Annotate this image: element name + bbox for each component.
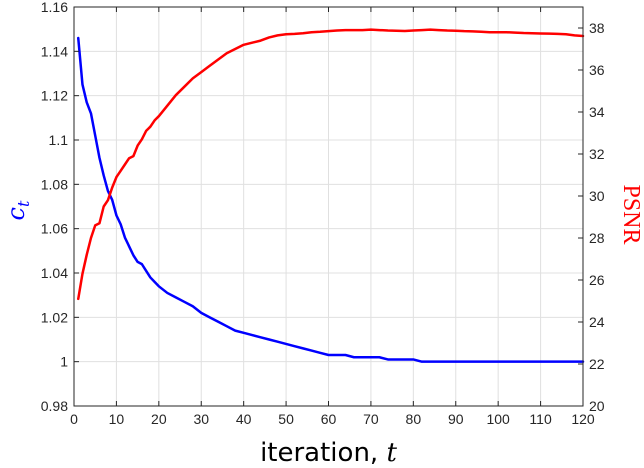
y-left-tick-label: 1 (60, 354, 68, 370)
y-right-tick-label: 20 (589, 398, 605, 414)
x-tick-label: 100 (486, 411, 510, 427)
y-right-tick-label: 30 (589, 188, 605, 204)
y-right-tick-label: 36 (589, 62, 605, 78)
y-left-tick-label: 1.16 (41, 0, 68, 15)
y-left-tick-label: 1.02 (41, 309, 68, 325)
x-tick-label: 60 (321, 411, 337, 427)
x-tick-label: 20 (151, 411, 167, 427)
x-axis-title-variable: t (386, 438, 397, 468)
tick-marks (73, 6, 584, 407)
x-tick-labels: 0 10 20 30 40 50 60 70 80 90 100 110 120 (70, 411, 595, 427)
x-tick-label: 10 (109, 411, 125, 427)
x-tick-label: 90 (448, 411, 464, 427)
y-right-axis-title: PSNR (618, 184, 644, 244)
y-left-tick-label: 1.1 (49, 132, 69, 148)
y-left-tick-label: 1.04 (41, 265, 68, 281)
x-tick-label: 110 (529, 411, 552, 427)
y-right-tick-label: 28 (589, 230, 605, 246)
x-axis-title: iteration, t (260, 438, 397, 468)
y-right-tick-label: 34 (589, 104, 605, 120)
x-tick-label: 40 (236, 411, 252, 427)
x-tick-label: 0 (70, 411, 78, 427)
x-tick-label: 120 (571, 411, 595, 427)
y-left-tick-label: 0.98 (41, 398, 68, 414)
x-tick-label: 50 (278, 411, 294, 427)
ct-series-line (76, 36, 585, 363)
grid-lines (73, 6, 584, 407)
x-axis-title-text: iteration, (260, 438, 386, 468)
psnr-series-line (76, 28, 585, 301)
x-tick-label: 70 (363, 411, 379, 427)
y-left-axis-title-base: c (2, 207, 30, 220)
y-left-tick-label: 1.06 (41, 221, 68, 237)
y-right-tick-label: 38 (589, 20, 605, 36)
y-left-axis-title: ct (2, 200, 33, 220)
x-tick-label: 30 (193, 411, 209, 427)
y-left-tick-label: 1.14 (41, 43, 68, 59)
x-tick-label: 80 (406, 411, 422, 427)
y-left-tick-labels: 0.98 1 1.02 1.04 1.06 1.08 1.1 1.12 1.14 1.16 (41, 0, 68, 414)
y-right-tick-label: 32 (589, 146, 605, 162)
y-right-tick-label: 24 (589, 314, 605, 330)
y-left-axis-title-subscript: t (14, 200, 33, 207)
series-lines (76, 28, 585, 363)
y-right-tick-labels: 20 22 24 26 28 30 32 34 36 38 (589, 20, 605, 414)
y-left-tick-label: 1.12 (41, 88, 68, 104)
y-left-tick-label: 1.08 (41, 176, 68, 192)
y-right-tick-label: 26 (589, 272, 605, 288)
y-right-tick-label: 22 (589, 356, 605, 372)
